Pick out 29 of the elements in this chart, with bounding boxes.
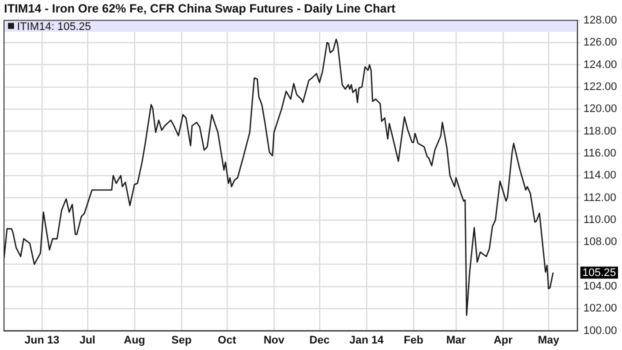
x-tick-label: May: [538, 334, 560, 346]
y-tick-label: 104.00: [583, 280, 618, 292]
y-tick-label: 112.00: [583, 192, 616, 204]
y-tick-label: 126.00: [583, 36, 618, 49]
x-tick-label: Jun 13: [24, 334, 60, 346]
y-tick-label: 124.00: [583, 58, 618, 71]
x-tick-label: Jul: [79, 334, 96, 346]
x-tick-label: Feb: [404, 334, 424, 346]
y-tick-label: 122.00: [583, 80, 618, 93]
x-tick-label: Apr: [494, 334, 514, 346]
y-tick-label: 120.00: [583, 103, 618, 116]
y-tick-label: 118.00: [583, 125, 616, 138]
x-tick-label: Sep: [171, 334, 192, 346]
y-tick-label: 102.00: [583, 302, 618, 315]
x-tick-label: Oct: [218, 334, 236, 346]
y-tick-label: 114.00: [583, 170, 616, 182]
legend-label: ITIM14: 105.25: [17, 20, 91, 33]
x-tick-label: Aug: [124, 334, 146, 346]
x-tick-label: Nov: [264, 334, 286, 346]
annotation: 105.25: [582, 267, 616, 280]
y-tick-label: 110.00: [583, 214, 616, 226]
y-tick-label: 128.00: [583, 14, 618, 26]
y-tick-label: 116.00: [583, 147, 616, 160]
chart-title: ITIM14 - Iron Ore 62% Fe, CFR China Swap Futures - Daily Line Chart: [4, 2, 396, 16]
x-tick-label: Jan 14: [349, 334, 385, 346]
y-tick-label: 108.00: [583, 236, 618, 248]
y-tick-label: 100.00: [583, 324, 618, 337]
x-tick-label: Dec: [309, 334, 330, 346]
x-tick-label: Mar: [446, 334, 467, 346]
